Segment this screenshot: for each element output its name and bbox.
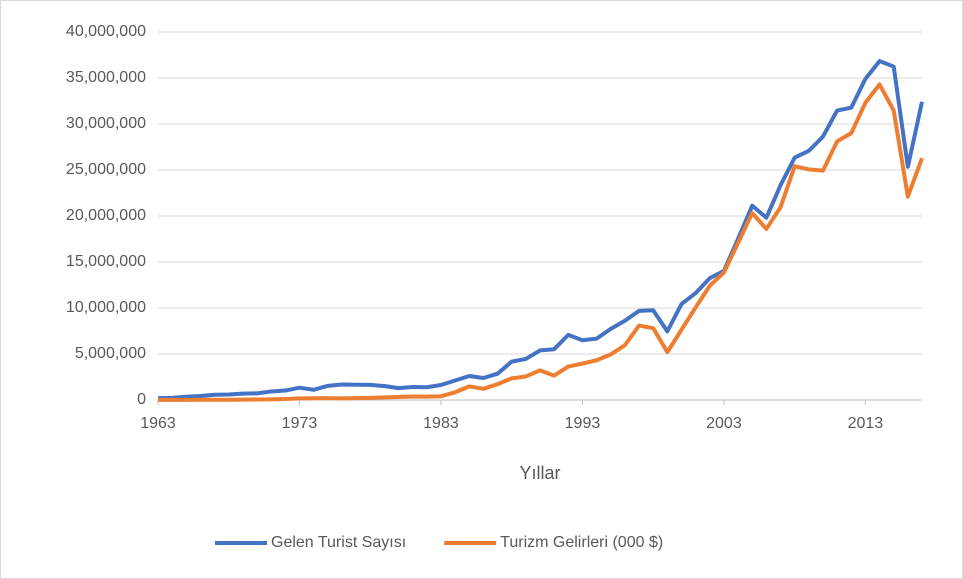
y-tick-label: 35,000,000 [66, 69, 146, 86]
y-tick-label: 20,000,000 [66, 207, 146, 224]
y-tick-label: 30,000,000 [66, 115, 146, 132]
series-line [157, 82, 924, 402]
x-tick-label: 1973 [282, 415, 318, 432]
y-tick-label: 5,000,000 [75, 345, 146, 362]
y-tick-label: 40,000,000 [66, 23, 146, 40]
series-line [157, 59, 924, 401]
y-tick-label: 0 [137, 391, 146, 408]
x-tick-label: 2003 [706, 415, 742, 432]
x-tick-label: 2013 [848, 415, 884, 432]
legend-label: Turizm Gelirleri (000 $) [500, 534, 663, 551]
y-tick-label: 15,000,000 [66, 253, 146, 270]
x-tick-label: 1993 [565, 415, 601, 432]
x-tick-label: 1963 [140, 415, 176, 432]
legend-label: Gelen Turist Sayısı [271, 534, 406, 551]
x-tick-label: 1983 [423, 415, 459, 432]
x-axis-title: Yıllar [519, 463, 560, 483]
y-tick-label: 10,000,000 [66, 299, 146, 316]
y-tick-label: 25,000,000 [66, 161, 146, 178]
